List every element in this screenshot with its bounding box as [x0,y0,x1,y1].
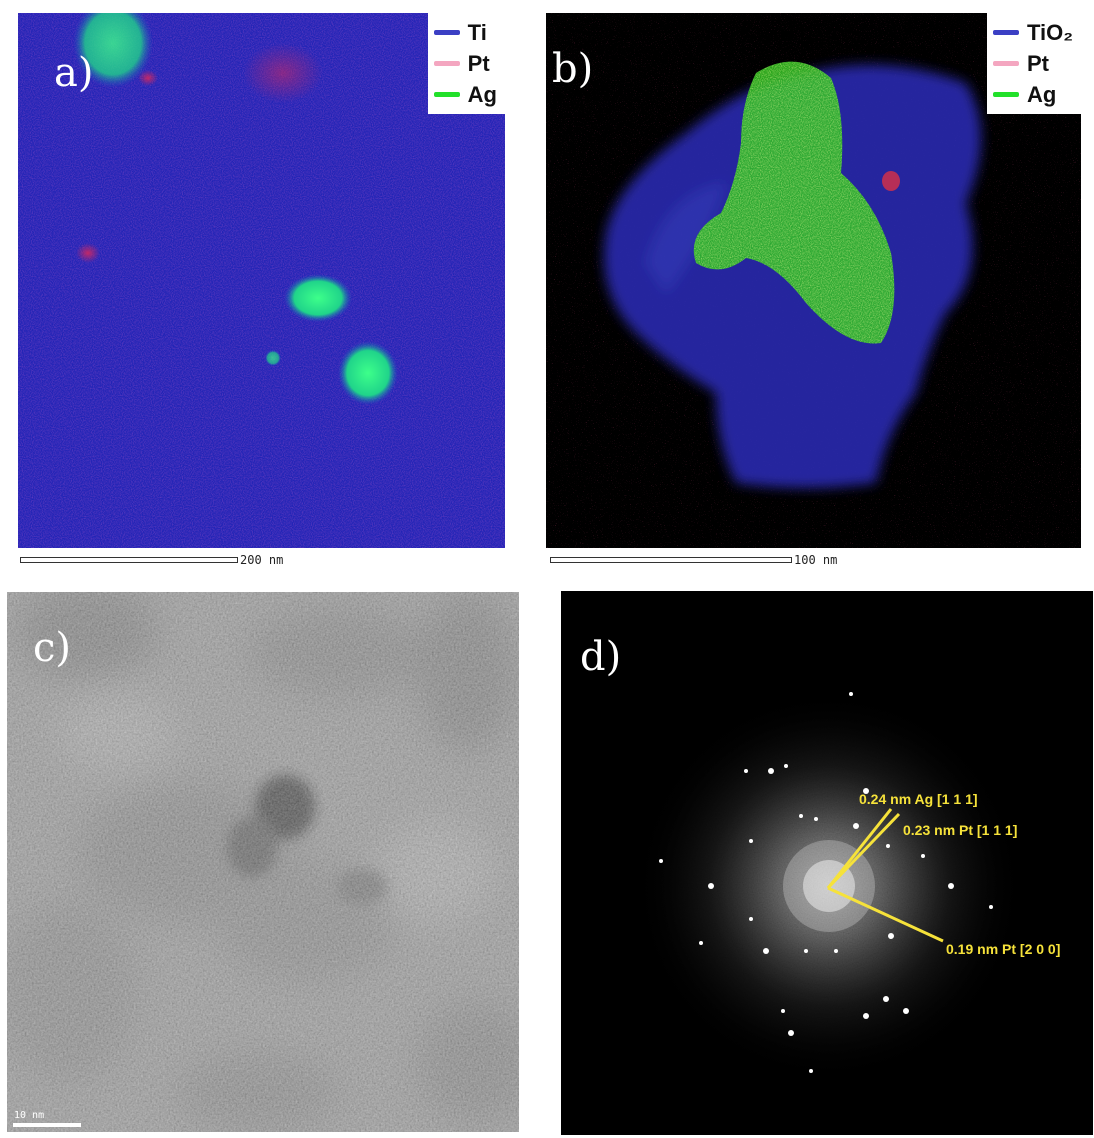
panel-b-legend: TiO₂ Pt Ag [986,13,1081,114]
panel-b-label: b) [552,46,594,92]
panel-d-label: d) [580,634,622,680]
legend-label: Ag [1026,81,1057,107]
legend-swatch-blue [433,30,460,35]
panel-d-image [561,591,1093,1135]
legend-swatch-blue [992,30,1019,35]
panel-c-hrtem: c) 10 nm [7,592,519,1132]
legend-label: Ag [467,81,497,107]
panel-a-image [18,13,505,548]
legend-label: Pt [467,50,490,76]
panel-a-legend: Ti Pt Ag [427,13,505,114]
panel-c-image [7,592,519,1132]
diffraction-spots [659,692,993,1073]
panel-c-scalebar-label: 10 nm [14,1110,45,1121]
legend-swatch-pink [433,61,460,66]
panel-a-eds-map: a) Ti Pt Ag [18,13,505,548]
annotation-lines [826,808,944,943]
scalebar-line [550,557,792,563]
panel-b-eds-map: b) TiO₂ Pt Ag [546,13,1081,548]
panel-c-label: c) [33,625,72,671]
legend-swatch-green [433,92,460,97]
panel-d-fft: d) 0.24 nm Ag [1 1 1] 0.23 nm Pt [1 1 1]… [561,591,1093,1135]
panel-c-scalebar [13,1123,81,1127]
panel-a-label: a) [54,50,94,96]
legend-swatch-green [992,92,1019,97]
annotation-pt-111: 0.23 nm Pt [1 1 1] [903,822,1018,838]
panel-b-scalebar: 100 nm [550,553,837,567]
legend-item-pt: Pt [992,48,1073,79]
legend-swatch-pink [992,61,1019,66]
legend-item-ag: Ag [992,79,1073,110]
panel-a-scalebar: 200 nm [20,553,283,567]
legend-item-pt: Pt [433,48,497,79]
legend-item-ti: Ti [433,17,497,48]
legend-label: TiO₂ [1026,19,1073,45]
scalebar-label: 200 nm [240,553,284,567]
legend-item-ag: Ag [433,79,497,110]
scalebar-line [20,557,238,563]
legend-label: Pt [1026,50,1049,76]
annotation-ag-111: 0.24 nm Ag [1 1 1] [859,791,978,807]
legend-label: Ti [467,19,487,45]
annotation-pt-200: 0.19 nm Pt [2 0 0] [946,941,1061,957]
legend-item-tio2: TiO₂ [992,17,1073,48]
scalebar-label: 100 nm [794,553,838,567]
